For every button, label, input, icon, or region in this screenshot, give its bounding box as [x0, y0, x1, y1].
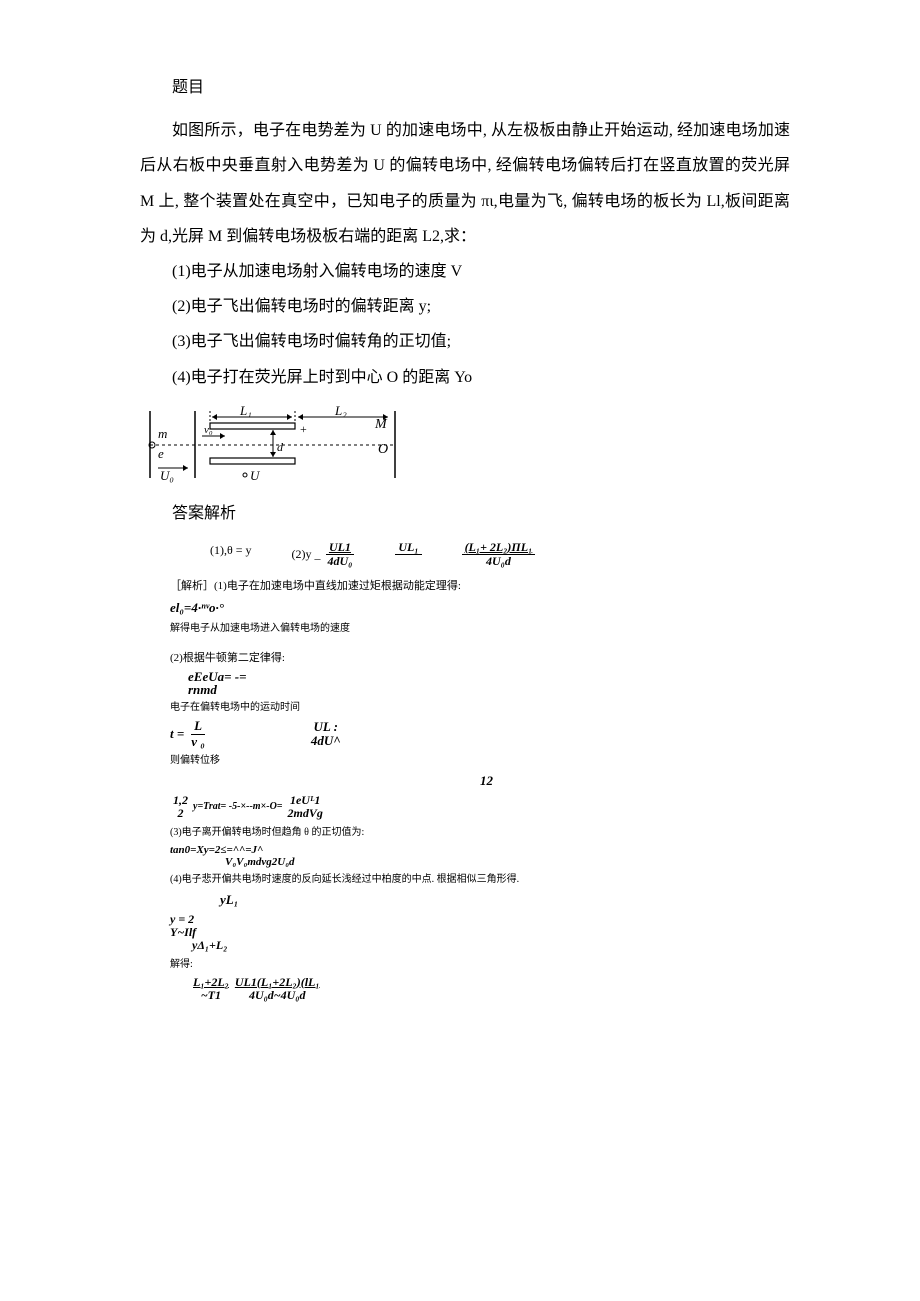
solution-2-formula-top: eEeUa= -= [188, 670, 790, 683]
s2-y-f2d: 2mdVg [285, 807, 326, 820]
label-m: m [158, 426, 167, 441]
label-L2: L₂ [334, 403, 347, 418]
label-U: U [250, 468, 261, 483]
s2-y-f1d: 2 [175, 807, 187, 820]
solution-3-formula: tan0=Xy=2≤=^^=J^ V₀V₀mdvg2U₀d [170, 844, 790, 868]
s3-formula-top: tan0=Xy=2≤=^^=J^ [170, 844, 790, 856]
solution-2-text1: 电子在偏转电场中的运动时间 [170, 700, 790, 715]
s4-f2-top: y = 2 [170, 913, 790, 926]
question-1: (1)电子从加速电场射入偏转电场的速度 V [140, 254, 790, 289]
answer-summary: (1),θ = y (2)y _ UL1 4dU₀ UL₁ (L₁+ 2L₂)Π… [170, 541, 790, 568]
answer-3-num: UL₁ [395, 541, 421, 555]
answer-2-num: UL1 [326, 541, 354, 555]
s4-final-den1: ~T1 [198, 989, 224, 1002]
solution-2-right-den: 4dU^ [308, 734, 344, 748]
s4-f2-bot: yΔ₁+L₂ [192, 939, 790, 952]
label-U0: U₀ [160, 468, 174, 483]
s2-y-prefix: y=Trat= [193, 801, 226, 812]
s4-f2-mid: Y~Ilf [170, 926, 790, 939]
solution-2-label: (2)根据牛顿第二定律得: [170, 650, 790, 667]
s2-y-mid: -5-×--т×-O= [229, 801, 283, 812]
label-M: M [374, 417, 388, 432]
s4-final-num1: L₁+2L₂ [190, 976, 232, 989]
label-L1: L₁ [239, 403, 252, 418]
label-O: O [378, 442, 388, 457]
solution-2-right-num: UL : [311, 720, 341, 734]
answer-4: (L₁+ 2L₂)ΠL₁ 4U₀d [462, 541, 536, 568]
solution-4-f1: yL₁ [220, 891, 790, 909]
solution-3-label: (3)电子离开偏转电场时但趋角 θ 的正切值为: [170, 825, 790, 840]
solution-1-text: 解得电子从加速电场进入偏转电场的速度 [170, 621, 790, 636]
solution-4-text: 解得: [170, 957, 790, 972]
solution-2-formula-bot: rnmd [188, 683, 790, 696]
solution-2-sub: 12 [480, 772, 790, 790]
answer-header: 答案解析 [140, 496, 790, 531]
solution-2-text2: 则偏转位移 [170, 753, 790, 768]
answer-1: (1),θ = y [210, 541, 252, 560]
solution-4-f2: y = 2 Y~Ilf yΔ₁+L₂ [170, 913, 790, 953]
solution-2-t-den: v ₀ [188, 735, 208, 749]
solution-2-y-formula: 1,2 2 y=Trat= -5-×--т×-O= 1eUᴸ1 2mdVg [170, 794, 790, 820]
solution-2-formula: eEeUa= -= rnmd [170, 670, 790, 696]
answer-4-num: (L₁+ 2L₂)ΠL₁ [462, 541, 536, 555]
s3-formula-den: V₀V₀mdvg2U₀d [225, 856, 790, 868]
solution-4-label: (4)电子悲开偏共电场时速度的反向延长浅经过中柏度的中点. 根据相似三角形得. [170, 872, 790, 887]
s4-final-den2: 4U₀d~4U₀d [246, 989, 309, 1002]
plus-sign: + [300, 422, 307, 436]
problem-statement: 如图所示，电子在电势差为 U 的加速电场中, 从左极板由静止开始运动, 经加速电… [140, 113, 790, 254]
answer-2-den: 4dU₀ [325, 555, 356, 568]
solution-2-t-num: L [191, 719, 205, 734]
label-d: d [277, 440, 284, 454]
answer-2: (2)y _ UL1 4dU₀ [292, 541, 356, 568]
answer-2-prefix: (2)y _ [292, 545, 321, 564]
question-2: (2)电子飞出偏转电场时的偏转距离 y; [140, 289, 790, 324]
solution-2-t-left: t = [170, 726, 184, 742]
answer-4-den: 4U₀d [483, 555, 514, 568]
solution-2-t-row: t = L v ₀ UL : 4dU^ [170, 719, 790, 749]
label-v0: v₀ [204, 424, 213, 436]
solution-4-final: L₁+2L₂ ~T1 UL1(L₁+2L₂)(lL₁ 4U₀d~4U₀d [190, 976, 790, 1002]
circuit-diagram: m e U₀ + v₀ d L₁ L₂ U M O [140, 403, 790, 488]
label-e: e [158, 446, 164, 461]
solution-1-formula: el₀=4·ⁿᵛo·° [170, 599, 790, 617]
s4-final-num2: UL1(L₁+2L₂)(lL₁ [232, 976, 323, 989]
solution-1-label: ［解析］(1)电子在加速电场中直线加速过矩根据动能定理得: [170, 578, 790, 595]
problem-title: 题目 [140, 70, 790, 105]
question-3: (3)电子飞出偏转电场时偏转角的正切值; [140, 324, 790, 359]
answer-3: UL₁ [395, 541, 421, 555]
question-4: (4)电子打在荧光屏上时到中心 O 的距离 Yo [140, 360, 790, 395]
